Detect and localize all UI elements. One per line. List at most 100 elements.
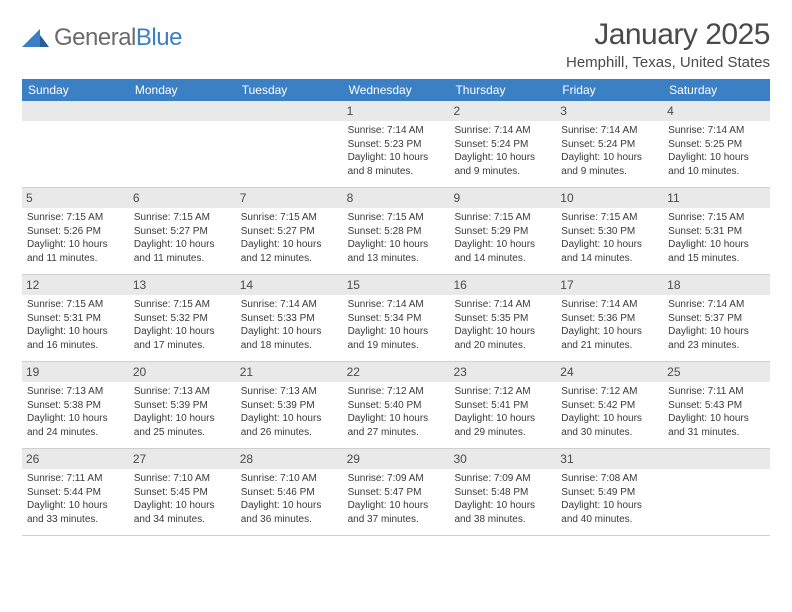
month-title: January 2025 [566, 18, 770, 52]
daylight-text: Daylight: 10 hours and 13 minutes. [348, 238, 445, 265]
daylight-text: Daylight: 10 hours and 36 minutes. [241, 499, 338, 526]
sunset-text: Sunset: 5:27 PM [134, 225, 231, 239]
week-row: 19Sunrise: 7:13 AMSunset: 5:38 PMDayligh… [22, 362, 770, 449]
sunrise-text: Sunrise: 7:15 AM [561, 211, 658, 225]
daylight-text: Daylight: 10 hours and 38 minutes. [454, 499, 551, 526]
daylight-text: Daylight: 10 hours and 10 minutes. [668, 151, 765, 178]
daylight-text: Daylight: 10 hours and 24 minutes. [27, 412, 124, 439]
daylight-text: Daylight: 10 hours and 25 minutes. [134, 412, 231, 439]
dow-thursday: Thursday [449, 79, 556, 101]
day-info: Sunrise: 7:14 AMSunset: 5:35 PMDaylight:… [452, 298, 553, 352]
day-info: Sunrise: 7:15 AMSunset: 5:32 PMDaylight:… [132, 298, 233, 352]
day-number: 12 [22, 275, 129, 295]
day-cell: 4Sunrise: 7:14 AMSunset: 5:25 PMDaylight… [663, 101, 770, 187]
day-number: 13 [129, 275, 236, 295]
daylight-text: Daylight: 10 hours and 23 minutes. [668, 325, 765, 352]
daylight-text: Daylight: 10 hours and 20 minutes. [454, 325, 551, 352]
day-info: Sunrise: 7:15 AMSunset: 5:28 PMDaylight:… [346, 211, 447, 265]
sunrise-text: Sunrise: 7:12 AM [454, 385, 551, 399]
daylight-text: Daylight: 10 hours and 29 minutes. [454, 412, 551, 439]
sunset-text: Sunset: 5:23 PM [348, 138, 445, 152]
day-number: 9 [449, 188, 556, 208]
day-number: 8 [343, 188, 450, 208]
day-number: 25 [663, 362, 770, 382]
daylight-text: Daylight: 10 hours and 40 minutes. [561, 499, 658, 526]
sunset-text: Sunset: 5:41 PM [454, 399, 551, 413]
week-row: 1Sunrise: 7:14 AMSunset: 5:23 PMDaylight… [22, 101, 770, 188]
location: Hemphill, Texas, United States [566, 54, 770, 71]
day-number: 4 [663, 101, 770, 121]
sunset-text: Sunset: 5:40 PM [348, 399, 445, 413]
day-cell: 21Sunrise: 7:13 AMSunset: 5:39 PMDayligh… [236, 362, 343, 448]
day-cell: 27Sunrise: 7:10 AMSunset: 5:45 PMDayligh… [129, 449, 236, 535]
day-number: 5 [22, 188, 129, 208]
sunrise-text: Sunrise: 7:09 AM [348, 472, 445, 486]
dow-monday: Monday [129, 79, 236, 101]
day-number: 2 [449, 101, 556, 121]
sunset-text: Sunset: 5:29 PM [454, 225, 551, 239]
sunrise-text: Sunrise: 7:14 AM [668, 124, 765, 138]
day-number: 28 [236, 449, 343, 469]
sunrise-text: Sunrise: 7:13 AM [134, 385, 231, 399]
sunrise-text: Sunrise: 7:15 AM [348, 211, 445, 225]
day-info: Sunrise: 7:15 AMSunset: 5:26 PMDaylight:… [25, 211, 126, 265]
day-info: Sunrise: 7:15 AMSunset: 5:31 PMDaylight:… [25, 298, 126, 352]
sunset-text: Sunset: 5:45 PM [134, 486, 231, 500]
day-number [22, 101, 129, 121]
sunrise-text: Sunrise: 7:10 AM [134, 472, 231, 486]
daylight-text: Daylight: 10 hours and 16 minutes. [27, 325, 124, 352]
dow-friday: Friday [556, 79, 663, 101]
day-info: Sunrise: 7:11 AMSunset: 5:44 PMDaylight:… [25, 472, 126, 526]
day-number: 11 [663, 188, 770, 208]
daylight-text: Daylight: 10 hours and 31 minutes. [668, 412, 765, 439]
day-cell: 9Sunrise: 7:15 AMSunset: 5:29 PMDaylight… [449, 188, 556, 274]
day-info: Sunrise: 7:10 AMSunset: 5:46 PMDaylight:… [239, 472, 340, 526]
daylight-text: Daylight: 10 hours and 11 minutes. [134, 238, 231, 265]
day-cell: 1 Sunrise: 7:14 AMSunset: 5:23 PMDaylight… [343, 101, 450, 187]
daylight-text: Daylight: 10 hours and 11 minutes. [27, 238, 124, 265]
sunrise-text: Sunrise: 7:15 AM [668, 211, 765, 225]
day-cell: 10Sunrise: 7:15 AMSunset: 5:30 PMDayligh… [556, 188, 663, 274]
sunrise-text: Sunrise: 7:11 AM [668, 385, 765, 399]
day-cell: 2Sunrise: 7:14 AMSunset: 5:24 PMDaylight… [449, 101, 556, 187]
sunrise-text: Sunrise: 7:14 AM [561, 298, 658, 312]
day-cell: 23Sunrise: 7:12 AMSunset: 5:41 PMDayligh… [449, 362, 556, 448]
sunrise-text: Sunrise: 7:15 AM [134, 211, 231, 225]
day-info: Sunrise: 7:14 AMSunset: 5:33 PMDaylight:… [239, 298, 340, 352]
day-number [129, 101, 236, 121]
daylight-text: Daylight: 10 hours and 27 minutes. [348, 412, 445, 439]
daylight-text: Daylight: 10 hours and 8 minutes. [348, 151, 445, 178]
sunset-text: Sunset: 5:30 PM [561, 225, 658, 239]
sunrise-text: Sunrise: 7:15 AM [27, 211, 124, 225]
day-number: 1 [343, 101, 450, 121]
day-info: Sunrise: 7:15 AMSunset: 5:27 PMDaylight:… [132, 211, 233, 265]
sunrise-text: Sunrise: 7:15 AM [27, 298, 124, 312]
day-number: 26 [22, 449, 129, 469]
logo: GeneralBlue [22, 18, 182, 52]
day-cell: 5 Sunrise: 7:15 AMSunset: 5:26 PMDaylight… [22, 188, 129, 274]
day-cell: 26 Sunrise: 7:11 AMSunset: 5:44 PMDayligh… [22, 449, 129, 535]
daylight-text: Daylight: 10 hours and 14 minutes. [561, 238, 658, 265]
sunrise-text: Sunrise: 7:09 AM [454, 472, 551, 486]
sunrise-text: Sunrise: 7:13 AM [241, 385, 338, 399]
dow-wednesday: Wednesday [343, 79, 450, 101]
logo-text: GeneralBlue [54, 24, 182, 52]
sunrise-text: Sunrise: 7:14 AM [348, 298, 445, 312]
sunset-text: Sunset: 5:38 PM [27, 399, 124, 413]
sunset-text: Sunset: 5:27 PM [241, 225, 338, 239]
day-cell: 15Sunrise: 7:14 AMSunset: 5:34 PMDayligh… [343, 275, 450, 361]
sunrise-text: Sunrise: 7:11 AM [27, 472, 124, 486]
day-number [663, 449, 770, 469]
day-number: 18 [663, 275, 770, 295]
day-info: Sunrise: 7:12 AMSunset: 5:42 PMDaylight:… [559, 385, 660, 439]
daylight-text: Daylight: 10 hours and 34 minutes. [134, 499, 231, 526]
day-cell: 20Sunrise: 7:13 AMSunset: 5:39 PMDayligh… [129, 362, 236, 448]
sunset-text: Sunset: 5:48 PM [454, 486, 551, 500]
day-info: Sunrise: 7:14 AMSunset: 5:23 PMDaylight:… [346, 124, 447, 178]
day-cell: 11Sunrise: 7:15 AMSunset: 5:31 PMDayligh… [663, 188, 770, 274]
sunset-text: Sunset: 5:34 PM [348, 312, 445, 326]
daylight-text: Daylight: 10 hours and 19 minutes. [348, 325, 445, 352]
sunrise-text: Sunrise: 7:12 AM [561, 385, 658, 399]
week-row: 26 Sunrise: 7:11 AMSunset: 5:44 PMDayligh… [22, 449, 770, 536]
logo-text-gray: General [54, 24, 136, 51]
